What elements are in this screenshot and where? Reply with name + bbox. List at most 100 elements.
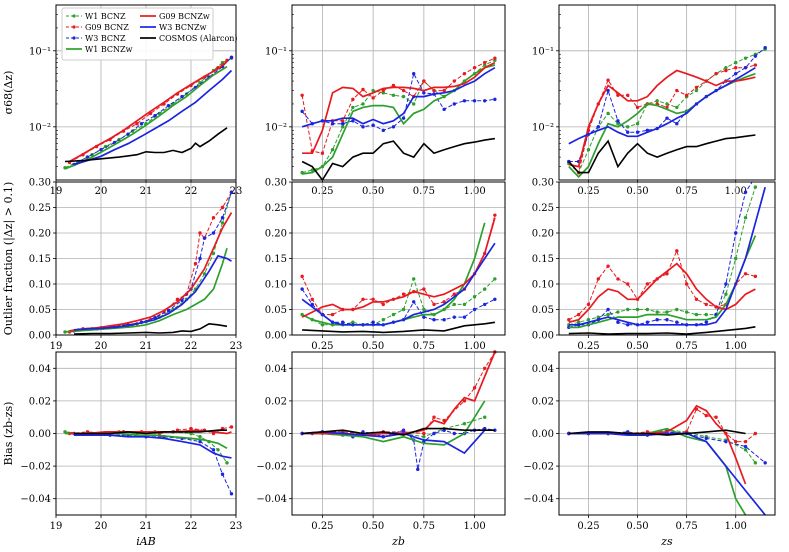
panel-r2-c1: 0.25 0.50 0.75 1.00 −0.04 −0.02 0.00 0.02 0.04 zb bbox=[256, 350, 506, 548]
x-tick-label: 0.75 bbox=[676, 341, 698, 352]
data-point-w1-bcnz bbox=[734, 60, 738, 65]
data-point-g09-bcnz bbox=[675, 88, 679, 93]
y-tick-label: 0.02 bbox=[265, 396, 287, 407]
data-point-w1-bcnz bbox=[645, 307, 650, 312]
data-point-g09-bcnz bbox=[743, 439, 748, 444]
data-point-g09-bcnz bbox=[381, 88, 385, 93]
panel-r1-c0: 19 20 21 22 23 0.00 0.05 0.10 0.15 0.20 0.25 0.30 Ou… bbox=[2, 178, 242, 353]
data-point-w1-bcnz bbox=[452, 302, 456, 307]
data-point-w3-bcnz bbox=[753, 54, 758, 58]
series-line-g09-bcnzw bbox=[302, 61, 496, 155]
y-tick-label: 0.02 bbox=[532, 396, 554, 407]
series-line-cosmos-alarcon bbox=[302, 321, 496, 334]
series-line-g09-bcnz bbox=[69, 191, 232, 333]
data-point-w3-bcnz bbox=[452, 102, 456, 106]
series-line-w3-bcnzw bbox=[568, 432, 766, 515]
data-point-w3-bcnz bbox=[675, 121, 679, 126]
x-tick-label: 20 bbox=[95, 341, 108, 352]
data-point-w3-bcnz bbox=[743, 190, 748, 194]
data-point-w3-bcnz bbox=[341, 320, 345, 324]
data-point-w3-bcnz bbox=[412, 71, 416, 76]
y-tick-label: 0.20 bbox=[265, 229, 287, 240]
series-line-w3-bcnz bbox=[568, 47, 766, 162]
data-point-w3-bcnz bbox=[665, 318, 669, 322]
data-point-g09-bcnz bbox=[401, 292, 406, 296]
y-tick-label: 10⁻² bbox=[532, 122, 554, 133]
x-tick-label: 19 bbox=[50, 521, 63, 532]
data-point-w3-bcnz bbox=[351, 119, 355, 123]
data-point-w1-bcnz bbox=[483, 415, 487, 419]
data-point-w3-bcnz bbox=[665, 116, 669, 120]
series-line-w3-bcnz bbox=[73, 56, 232, 165]
series-line-w1-bcnzw bbox=[64, 65, 228, 170]
data-point-w1-bcnz bbox=[225, 461, 229, 465]
data-point-w1-bcnz bbox=[483, 63, 487, 67]
data-point-g09-bcnz bbox=[714, 71, 718, 76]
data-point-w1-bcnz bbox=[626, 125, 630, 129]
data-point-w3-bcnz bbox=[139, 121, 144, 126]
data-point-w3-bcnz bbox=[606, 307, 610, 312]
series-line-g09-bcnzw bbox=[301, 217, 496, 318]
data-point-g09-bcnz bbox=[645, 282, 650, 286]
data-point-g09-bcnz bbox=[422, 431, 426, 436]
data-point-g09-bcnz bbox=[229, 425, 234, 429]
data-point-g09-bcnz bbox=[743, 272, 748, 276]
data-point-w1-bcnz bbox=[198, 435, 202, 439]
y-axis-label: Bias (zb-zs) bbox=[2, 402, 15, 466]
data-point-w1-bcnz bbox=[462, 422, 467, 426]
data-point-g09-bcnz bbox=[493, 213, 497, 217]
data-point-g09-bcnz bbox=[361, 297, 365, 301]
data-point-g09-bcnz bbox=[586, 302, 591, 307]
legend-item-w3-bcnz: W3 BCNZ bbox=[66, 34, 126, 43]
y-tick-label: 0.10 bbox=[29, 280, 51, 291]
data-point-w3-bcnz bbox=[198, 439, 202, 444]
y-axis-label: Outlier fraction (|Δz| > 0.1) bbox=[2, 182, 16, 335]
data-point-g09-bcnz bbox=[714, 415, 718, 419]
data-point-w1-bcnz bbox=[576, 320, 581, 324]
data-point-w3-bcnz bbox=[616, 119, 620, 123]
series-line-w1-bcnzw bbox=[64, 248, 228, 333]
x-tick-label: 20 bbox=[95, 521, 108, 532]
y-tick-label: 10⁻¹ bbox=[265, 46, 287, 57]
y-tick-label: 0.15 bbox=[532, 254, 554, 265]
data-point-w1-bcnz bbox=[596, 315, 600, 319]
axes-frame bbox=[558, 4, 776, 181]
data-point-g09-bcnz bbox=[381, 302, 385, 307]
data-point-w1-bcnz bbox=[472, 295, 477, 299]
y-axis-label: σ68(Δz) bbox=[2, 71, 15, 115]
data-point-w1-bcnz bbox=[493, 277, 497, 281]
y-tick-label: 0.10 bbox=[532, 280, 554, 291]
data-point-w1-bcnz bbox=[216, 448, 220, 452]
data-point-w1-bcnz bbox=[341, 125, 345, 129]
series-line-w1-bcnz bbox=[301, 59, 496, 174]
data-point-w1-bcnz bbox=[320, 323, 325, 327]
y-tick-label: 0.30 bbox=[532, 178, 554, 189]
data-point-g09-bcnz bbox=[626, 282, 630, 286]
data-point-w3-bcnz bbox=[655, 318, 659, 322]
data-point-w3-bcnz bbox=[472, 99, 477, 103]
x-tick-label: 1.00 bbox=[725, 521, 747, 532]
y-tick-label: 0.05 bbox=[29, 305, 51, 316]
data-point-g09-bcnz bbox=[300, 93, 304, 97]
data-point-g09-bcnz bbox=[135, 121, 139, 126]
y-tick-label: 0.04 bbox=[265, 364, 287, 375]
data-point-g09-bcnz bbox=[684, 93, 689, 97]
x-tick-label: 21 bbox=[140, 521, 153, 532]
data-point-w1-bcnz bbox=[675, 307, 679, 312]
data-point-w1-bcnz bbox=[330, 148, 335, 152]
data-point-g09-bcnz bbox=[193, 261, 198, 266]
data-point-w1-bcnz bbox=[412, 102, 416, 106]
data-point-w3-bcnz bbox=[229, 190, 234, 194]
legend-label: G09 BCNZw bbox=[159, 12, 210, 21]
series-line-cosmos-alarcon bbox=[74, 429, 227, 435]
series-line-w1-bcnz bbox=[301, 277, 496, 326]
axes-frame bbox=[291, 4, 506, 181]
y-tick-label: 0.00 bbox=[265, 331, 287, 342]
data-point-g09-bcnz bbox=[351, 97, 355, 102]
data-point-w3-bcnz bbox=[381, 128, 385, 133]
data-point-g09-bcnz bbox=[341, 119, 345, 123]
series-line-g09-bcnzw bbox=[568, 262, 756, 324]
y-tick-label: 0.20 bbox=[532, 229, 554, 240]
data-point-w3-bcnz bbox=[626, 323, 630, 327]
